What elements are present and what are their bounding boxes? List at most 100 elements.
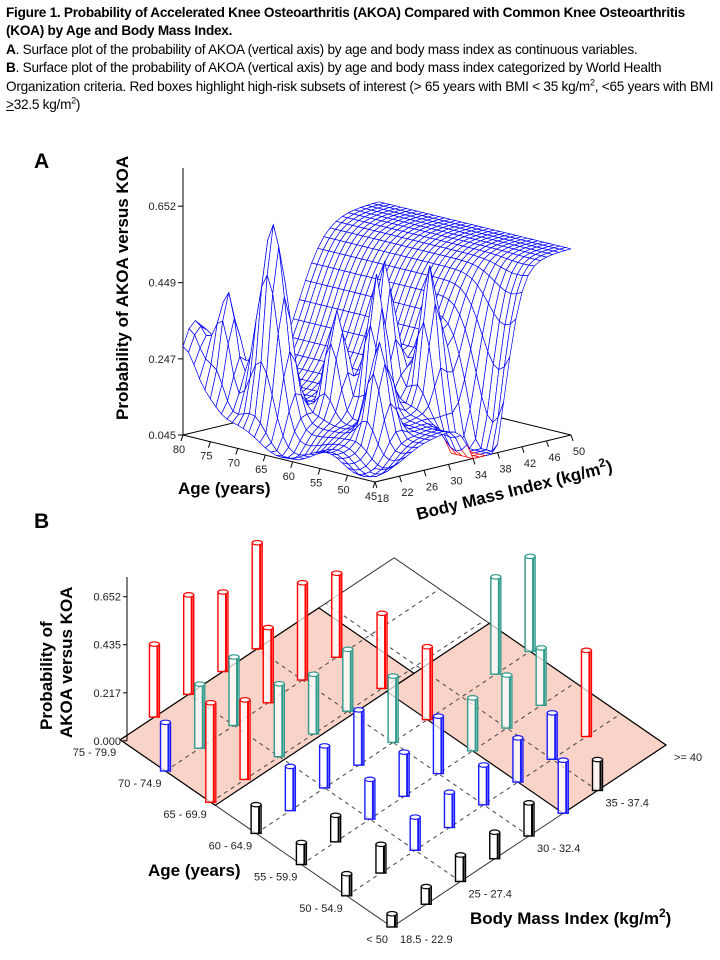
bar (182, 592, 195, 695)
bmi-tick (374, 481, 378, 489)
panel-a-label: A (34, 150, 49, 173)
panel-b-category-labels: < 50 50 - 54.9 55 - 59.9 60 - 64.9 65 - 69.9… (73, 747, 702, 946)
bar (329, 812, 342, 843)
age-tick (372, 481, 376, 489)
bar-top (331, 570, 343, 577)
age-tick (235, 448, 239, 455)
bar-top (386, 910, 398, 917)
bar-top (443, 789, 456, 795)
bar-top (580, 647, 593, 654)
bmi-tick-label: 22 (401, 487, 413, 499)
age-tick-label: 45 (365, 491, 377, 503)
bar (478, 762, 490, 806)
bar-top (217, 589, 229, 595)
age-tick-label: 75 (200, 451, 212, 463)
panel-a-bmi-axis-label: Body Mass Index (kg/m2) (414, 454, 615, 524)
panel-b-z-axis: 0.000 0.217 0.435 0.652 (93, 577, 128, 748)
bar (353, 707, 365, 766)
bmi-tick (570, 434, 574, 442)
age-tick (317, 468, 321, 475)
panel-a-z-axis-label: Probability of AKOA versus KOA (113, 156, 132, 420)
z-tick-label: 0.247 (148, 354, 176, 366)
bar-top (501, 672, 513, 678)
bar-top (432, 713, 444, 719)
bar (217, 589, 229, 673)
bar (273, 680, 285, 758)
bar-top (421, 643, 433, 650)
bar-top (341, 870, 353, 877)
bar-top (250, 801, 262, 808)
panel-b-bar-plot: B 0.000 0.217 0.435 0.652 Probability of AK… (34, 510, 702, 946)
figure-caption: Figure 1. Probability of Accelerated Kne… (6, 4, 718, 114)
grid-line (346, 713, 621, 897)
bar-top (523, 800, 535, 806)
bar (159, 719, 172, 772)
bar (490, 574, 502, 675)
bar (535, 645, 547, 707)
bar (228, 654, 240, 727)
bar-top (284, 763, 296, 770)
bar (501, 672, 513, 729)
bmi-tick (423, 470, 427, 477)
bar-top (557, 757, 569, 764)
bmi-tick-label: 26 (426, 481, 438, 493)
bar-top (319, 743, 331, 749)
panel-b-z-axis-label-line1: Probability of (37, 621, 56, 730)
z-tick-label: 0.000 (93, 736, 121, 748)
age-tick-label: 50 (337, 484, 349, 496)
bmi-tick (448, 464, 451, 471)
caption-b-text: 32.5 kg/m (13, 97, 72, 113)
panel-b-z-axis-label-line2: AKOA versus KOA (57, 587, 76, 738)
bar (296, 579, 309, 681)
bar (580, 647, 593, 738)
bar-top (375, 841, 387, 848)
age-category-label: 75 - 79.9 (73, 747, 116, 759)
bar-top (478, 762, 490, 768)
caption-a-label: A (6, 41, 16, 57)
bar-top (342, 646, 354, 653)
bar-top (524, 553, 536, 560)
bar-top (330, 812, 342, 819)
grid-line (301, 682, 576, 866)
age-tick-label: 70 (228, 457, 240, 469)
bar (420, 883, 432, 905)
bar (432, 713, 445, 775)
bar (364, 776, 376, 820)
bar (489, 829, 501, 860)
bar-top (353, 707, 365, 713)
panel-a-surface-plot: A 0.045 0.247 0.449 0.652 80 75 70 65 60 55 50 45 18… (34, 150, 614, 524)
bmi-category-label: 18.5 - 22.9 (400, 934, 453, 946)
bmi-category-label: >= 40 (674, 752, 702, 764)
z-tick-label: 0.449 (148, 278, 176, 290)
bar (409, 814, 421, 852)
bar-top (409, 814, 421, 820)
bar (307, 671, 320, 735)
bar (284, 763, 297, 812)
age-tick-label: 65 (255, 464, 267, 476)
greater-equal-symbol: > (6, 97, 14, 113)
caption-a: A. Surface plot of the probability of AK… (6, 41, 718, 59)
age-tick-label: 60 (283, 471, 295, 483)
mesh-cell (368, 468, 382, 475)
panel-b-label: B (34, 510, 49, 533)
age-category-label: 50 - 54.9 (299, 903, 342, 915)
bmi-tick (399, 475, 402, 483)
bar (421, 643, 434, 721)
age-axis-line (182, 434, 376, 483)
bar (591, 756, 604, 792)
age-tick-label: 80 (173, 444, 185, 456)
bar (523, 800, 535, 837)
bar (466, 695, 479, 752)
bar-top (546, 710, 558, 716)
bmi-tick (546, 440, 549, 448)
bar-top (148, 641, 161, 647)
bar (341, 870, 353, 897)
bmi-tick-label: 34 (475, 470, 487, 482)
bar (251, 539, 263, 650)
bar (557, 757, 569, 814)
bar-top (228, 654, 240, 660)
bar-top (194, 681, 206, 687)
bar-top (159, 719, 172, 726)
bmi-tick-label: 50 (573, 446, 585, 458)
bar (318, 743, 331, 789)
